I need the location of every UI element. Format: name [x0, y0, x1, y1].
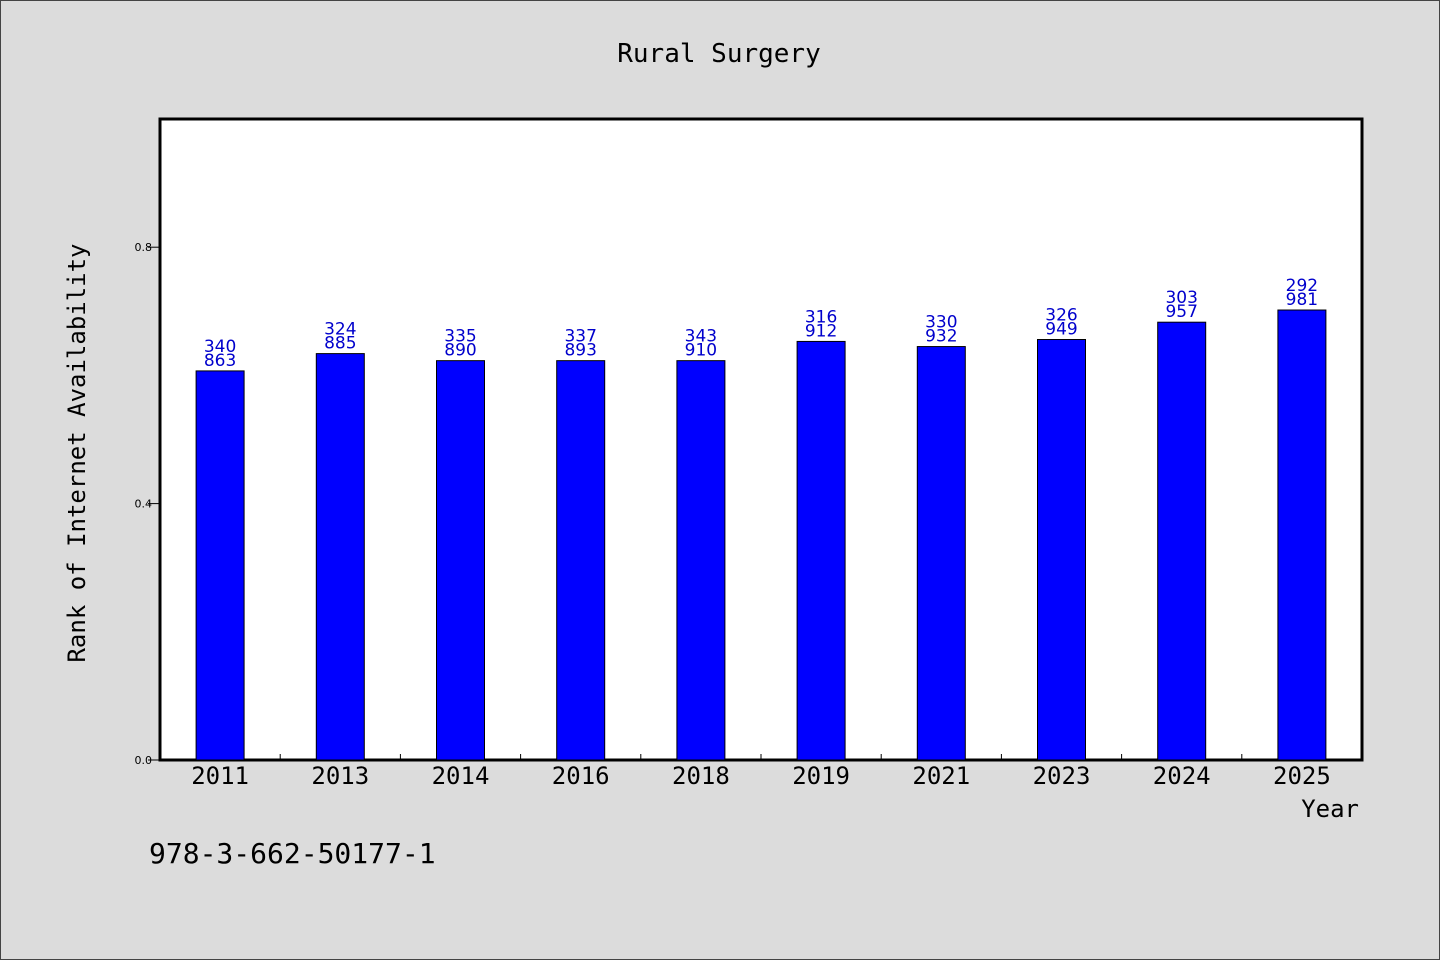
- bar-label-top: 324: [324, 320, 356, 340]
- bar-label-top: 303: [1165, 288, 1197, 308]
- bar-label-top: 292: [1286, 276, 1318, 296]
- x-tick-label: 2025: [1273, 762, 1331, 790]
- isbn-label: 978-3-662-50177-1: [149, 837, 436, 870]
- bar-label-top: 316: [805, 307, 837, 327]
- x-tick-label: 2023: [1033, 762, 1091, 790]
- bar-label-bottom: 912: [805, 321, 837, 341]
- y-axis-label: Rank of Internet Availability: [63, 243, 91, 662]
- bar-label-bottom: 932: [925, 327, 957, 347]
- bar-label-bottom: 893: [564, 341, 596, 361]
- y-tick-label: 0.8: [135, 241, 153, 254]
- x-tick-label: 2011: [191, 762, 249, 790]
- bar-label-top: 335: [444, 327, 476, 347]
- y-tick-label: 0.4: [135, 498, 153, 511]
- x-axis-ticks: 2011 2013 2014 2016 2018 2019 2021 2023 2024 2025: [191, 754, 1331, 790]
- bar-2016: [556, 360, 606, 761]
- bar-2011: [195, 370, 245, 761]
- bar-label-bottom: 957: [1165, 302, 1197, 322]
- y-axis-ticks: 0.0 0.4 0.8: [135, 241, 160, 767]
- bar-2013: [315, 353, 365, 761]
- x-tick-label: 2019: [792, 762, 850, 790]
- bar-label-bottom: 890: [444, 341, 476, 361]
- x-tick-label: 2013: [311, 762, 369, 790]
- bar-2024: [1157, 321, 1207, 761]
- bar-2023: [1037, 339, 1086, 761]
- x-tick-label: 2018: [672, 762, 730, 790]
- chart-title: Rural Surgery: [617, 39, 821, 69]
- x-axis-label: Year: [1301, 795, 1359, 823]
- x-tick-label: 2024: [1153, 762, 1211, 790]
- bar-label-bottom: 910: [685, 341, 717, 361]
- bar-label-top: 330: [925, 313, 957, 333]
- bar-label-top: 343: [685, 327, 717, 347]
- x-tick-label: 2021: [912, 762, 970, 790]
- bar-label-top: 326: [1045, 306, 1077, 326]
- bar-2021: [916, 346, 966, 761]
- bar-label-top: 337: [564, 327, 596, 347]
- y-tick-label: 0.0: [135, 754, 153, 767]
- x-tick-label: 2014: [432, 762, 490, 790]
- bar-label-top: 340: [204, 337, 236, 357]
- bar-label-bottom: 863: [204, 351, 236, 371]
- bar-2018: [676, 360, 726, 761]
- bar-label-bottom: 949: [1045, 320, 1077, 340]
- bar-label-bottom: 981: [1286, 290, 1318, 310]
- x-tick-label: 2016: [552, 762, 610, 790]
- bar-label-bottom: 885: [324, 334, 356, 354]
- bar-2025: [1277, 309, 1327, 761]
- bar-2014: [436, 360, 485, 761]
- bar-2019: [796, 340, 846, 761]
